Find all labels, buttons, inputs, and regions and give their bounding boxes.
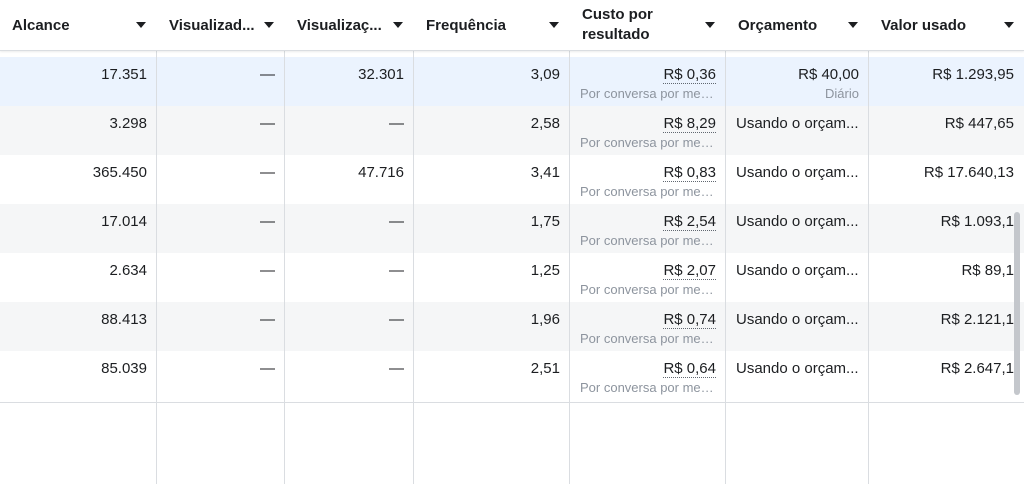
vertical-scrollbar[interactable] (1014, 212, 1020, 395)
cell-valor-usado: R$ 447,65 (944, 115, 1014, 132)
cell-alcance: 365.450 (92, 164, 147, 181)
cell-custo-por-resultado: R$ 0,36 Por conversa por men... (570, 57, 726, 106)
caret-down-icon[interactable] (549, 22, 559, 28)
column-divider (725, 0, 726, 484)
cell-visualizadores: — (260, 262, 275, 279)
cell-visualizadores: — (260, 360, 275, 377)
column-header-orcamento[interactable]: Orçamento (726, 0, 868, 50)
table-row[interactable]: 2.634 — — 1,25 R$ 2,07 Por conversa por m… (0, 253, 1024, 302)
cell-visualizacoes: — (389, 360, 404, 377)
cost-value[interactable]: R$ 8,29 (663, 115, 716, 133)
cell-orcamento: R$ 40,00 Diário (726, 57, 869, 106)
cell-frequencia: 2,51 (530, 360, 560, 377)
cell-custo-por-resultado: R$ 0,74 Por conversa por men... (570, 302, 726, 351)
column-header-custo-por-resultado[interactable]: Custo por resultado (570, 0, 725, 50)
cell-valor-usado: R$ 17.640,13 (923, 164, 1014, 181)
cell-visualizacoes: — (389, 262, 404, 279)
caret-down-icon[interactable] (136, 22, 146, 28)
caret-down-icon[interactable] (264, 22, 274, 28)
cell-visualizadores: — (260, 311, 275, 328)
cell-alcance: 88.413 (101, 311, 147, 328)
table-row[interactable]: 85.039 — — 2,51 R$ 0,64 Por conversa por … (0, 351, 1024, 400)
cost-description: Por conversa por men... (580, 135, 716, 150)
column-header-alcance[interactable]: Alcance (0, 0, 156, 50)
cell-orcamento: Usando o orçam... (736, 262, 859, 279)
cell-orcamento: Usando o orçam... (736, 360, 859, 377)
caret-down-icon[interactable] (1004, 22, 1014, 28)
cell-custo-por-resultado: R$ 2,54 Por conversa por men... (570, 204, 726, 253)
cell-visualizacoes: 47.716 (358, 164, 404, 181)
cell-visualizadores: — (260, 213, 275, 230)
cell-alcance: 17.014 (101, 213, 147, 230)
cost-value[interactable]: R$ 2,54 (663, 213, 716, 231)
cost-value[interactable]: R$ 0,74 (663, 311, 716, 329)
cell-valor-usado: R$ 1.293,95 (932, 66, 1014, 83)
cell-visualizacoes: 32.301 (358, 66, 404, 83)
table-row[interactable]: 88.413 — — 1,96 R$ 0,74 Por conversa por … (0, 302, 1024, 351)
column-header-visualizacoes[interactable]: Visualizaç... (285, 0, 413, 50)
column-divider (156, 0, 157, 484)
cell-alcance: 3.298 (109, 115, 147, 132)
cell-frequencia: 3,09 (530, 66, 560, 83)
cell-visualizacoes: — (389, 311, 404, 328)
cell-orcamento: Usando o orçam... (736, 311, 859, 328)
column-divider (284, 0, 285, 484)
cell-visualizadores: — (260, 115, 275, 132)
cell-visualizacoes: — (389, 115, 404, 132)
column-divider (868, 0, 869, 484)
cell-orcamento: Usando o orçam... (736, 115, 859, 132)
budget-type: Diário (825, 86, 859, 101)
column-divider (569, 0, 570, 484)
cost-value[interactable]: R$ 0,83 (663, 164, 716, 182)
table-row[interactable]: 17.014 — — 1,75 R$ 2,54 Por conversa por … (0, 204, 1024, 253)
cell-orcamento: Usando o orçam... (736, 164, 859, 181)
cell-valor-usado: R$ 2.121,1 (940, 311, 1014, 328)
cell-valor-usado: R$ 1.093,1 (940, 213, 1014, 230)
caret-down-icon[interactable] (848, 22, 858, 28)
cost-description: Por conversa por men... (580, 331, 716, 346)
cell-alcance: 85.039 (101, 360, 147, 377)
cost-description: Por conversa por men... (580, 184, 716, 199)
cell-alcance: 17.351 (101, 66, 147, 83)
caret-down-icon[interactable] (393, 22, 403, 28)
column-divider (413, 0, 414, 484)
column-header-visualizadores[interactable]: Visualizad... (157, 0, 284, 50)
cost-value[interactable]: R$ 0,64 (663, 360, 716, 378)
cell-valor-usado: R$ 89,1 (961, 262, 1014, 279)
cell-frequencia: 2,58 (530, 115, 560, 132)
cost-value[interactable]: R$ 2,07 (663, 262, 716, 280)
cell-custo-por-resultado: R$ 2,07 Por conversa por men... (570, 253, 726, 302)
cell-valor-usado: R$ 2.647,1 (940, 360, 1014, 377)
cost-description: Por conversa por men... (580, 282, 716, 297)
cost-description: Por conversa por men... (580, 233, 716, 248)
cost-description: Por conversa por men... (580, 86, 716, 101)
caret-down-icon[interactable] (705, 22, 715, 28)
column-header-valor-usado[interactable]: Valor usado (869, 0, 1024, 50)
cell-frequencia: 1,75 (530, 213, 560, 230)
cell-visualizadores: — (260, 66, 275, 83)
cell-visualizacoes: — (389, 213, 404, 230)
table-bottom-divider (0, 402, 1024, 403)
cell-custo-por-resultado: R$ 0,83 Por conversa por men... (570, 155, 726, 204)
cell-frequencia: 1,96 (530, 311, 560, 328)
column-header-frequencia[interactable]: Frequência (414, 0, 569, 50)
cost-value[interactable]: R$ 0,36 (663, 66, 716, 84)
cell-custo-por-resultado: R$ 8,29 Por conversa por men... (570, 106, 726, 155)
cell-orcamento: Usando o orçam... (736, 213, 859, 230)
cell-alcance: 2.634 (109, 262, 147, 279)
table-header: Alcance Visualizad... Visualizaç... Freq… (0, 0, 1024, 51)
cell-visualizadores: — (260, 164, 275, 181)
table-row[interactable]: 3.298 — — 2,58 R$ 8,29 Por conversa por m… (0, 106, 1024, 155)
cell-frequencia: 1,25 (530, 262, 560, 279)
cell-frequencia: 3,41 (530, 164, 560, 181)
table-row[interactable]: 17.351 — 32.301 3,09 R$ 0,36 Por conversa… (0, 57, 1024, 106)
cell-custo-por-resultado: R$ 0,64 Por conversa por men... (570, 351, 726, 400)
table-row[interactable]: 365.450 — 47.716 3,41 R$ 0,83 Por convers… (0, 155, 1024, 204)
cost-description: Por conversa por men... (580, 380, 716, 395)
